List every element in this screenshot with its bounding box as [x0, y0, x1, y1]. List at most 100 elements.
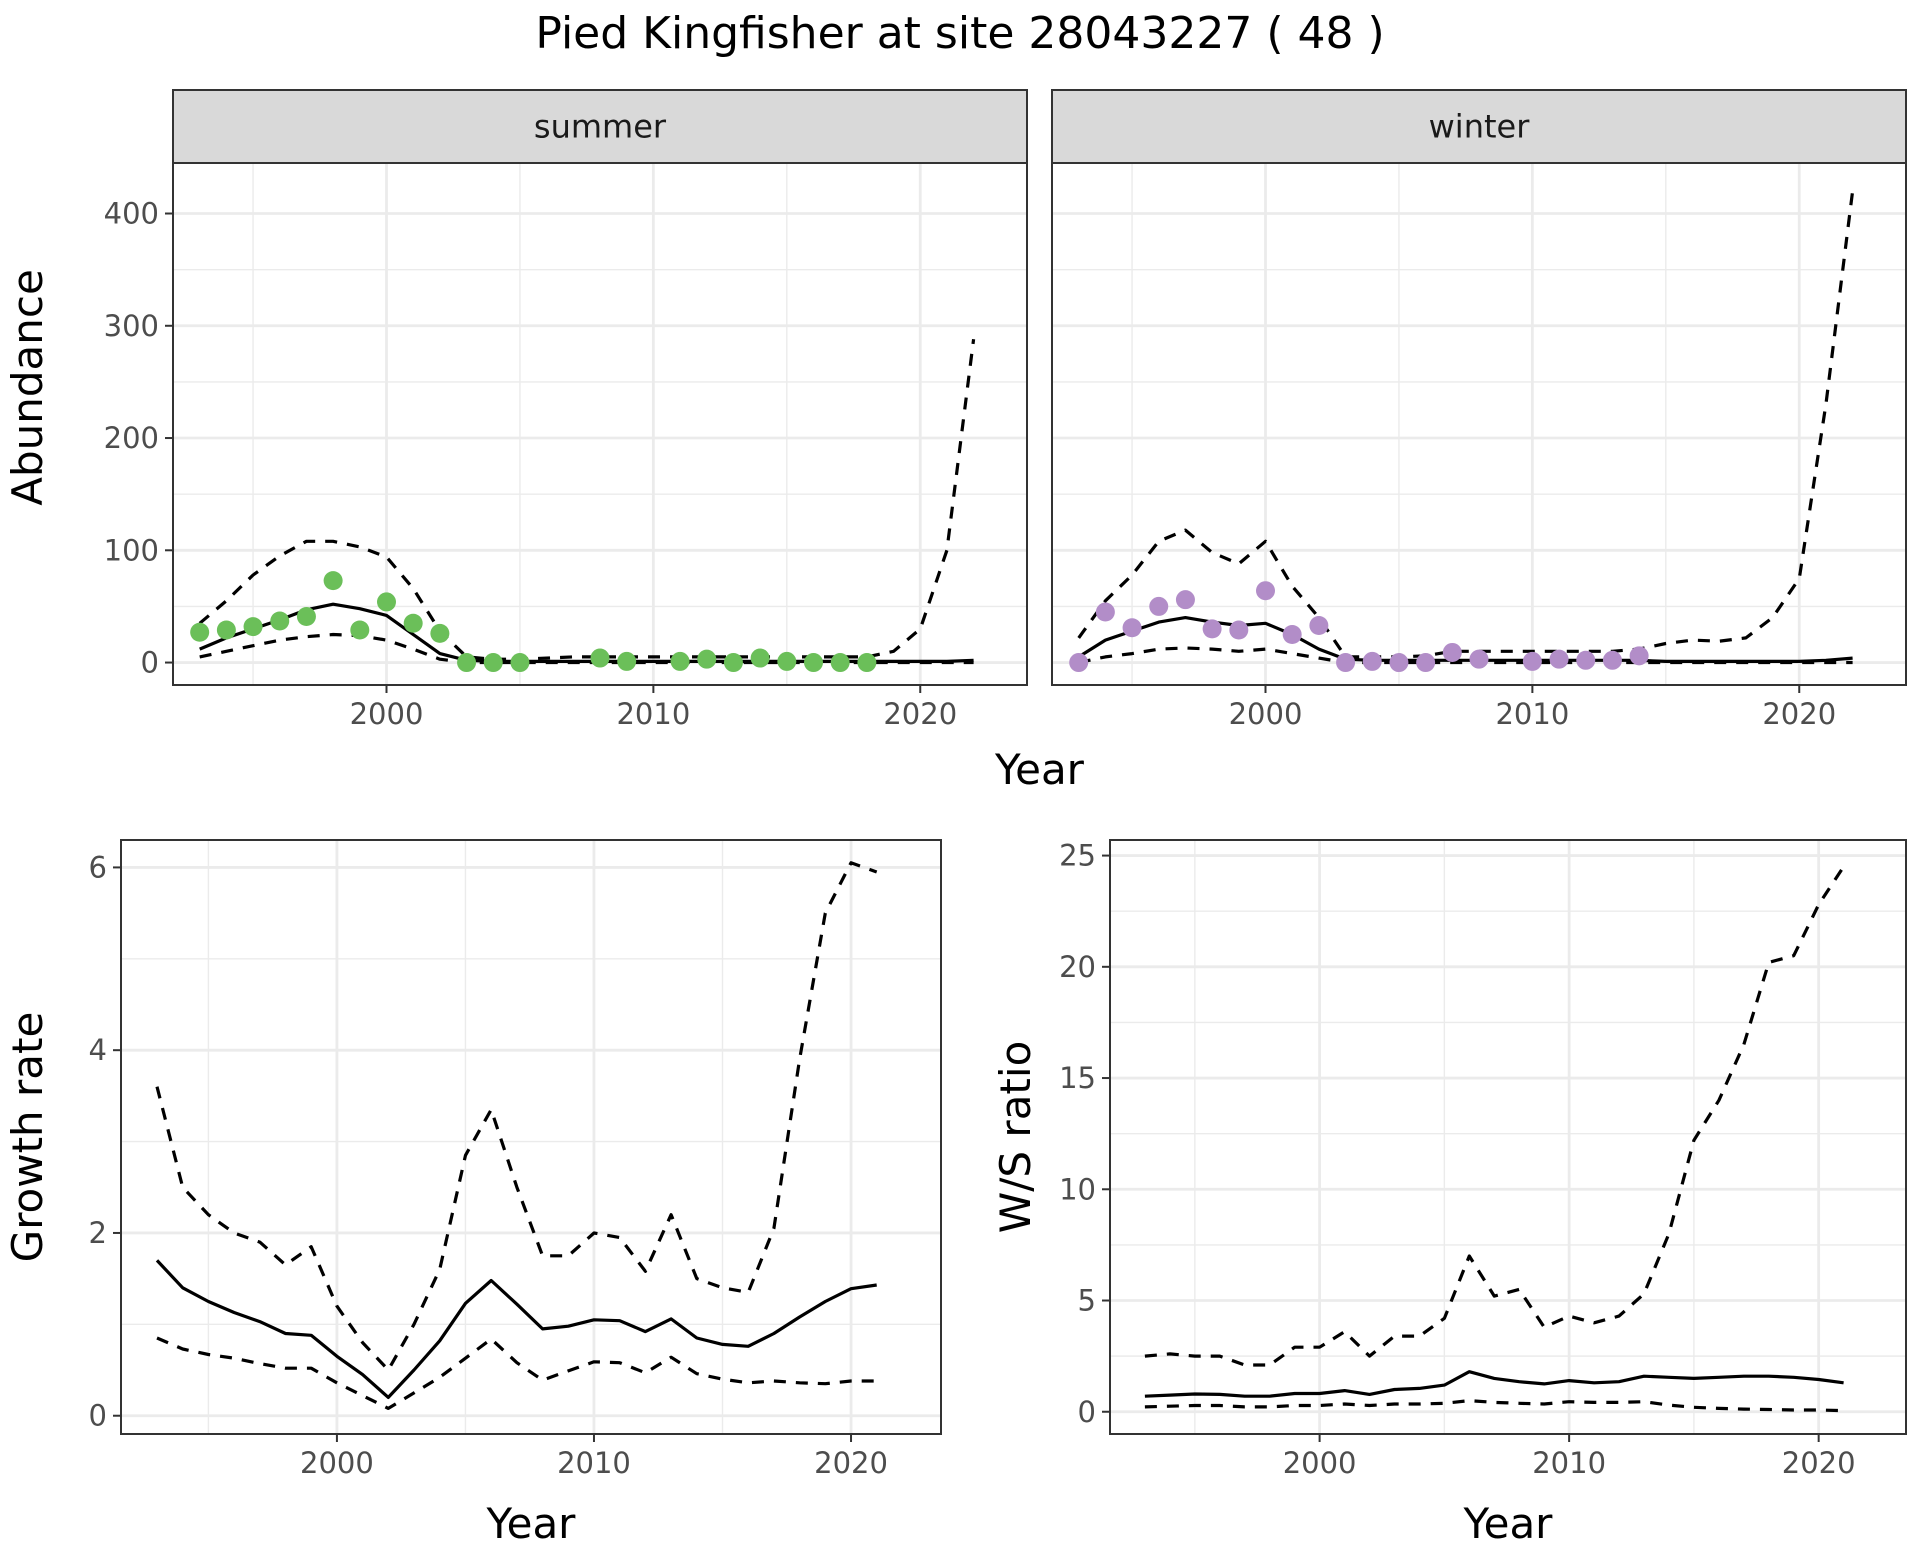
data-point	[1362, 651, 1382, 671]
y-axis-title: W/S ratio	[991, 1041, 1040, 1234]
y-tick-label: 5	[1078, 1284, 1096, 1318]
y-tick-label: 10	[1059, 1172, 1096, 1206]
series-line-solid	[1144, 1370, 1844, 1398]
data-point	[243, 617, 263, 637]
panel-1: winter 2000 2010 2020	[1051, 89, 1907, 731]
y-tick-label: 20	[1059, 950, 1096, 984]
data-point	[510, 653, 530, 673]
y-tick-label: 25	[1059, 839, 1096, 873]
y-tick-label: 0	[1078, 1395, 1096, 1429]
facet-strip	[172, 89, 1028, 164]
x-tick-label: 2010	[557, 1446, 631, 1480]
series-line-solid	[155, 1259, 877, 1399]
x-tick-label: 2020	[1782, 1446, 1856, 1480]
data-point	[723, 653, 743, 673]
data-point	[457, 653, 477, 673]
x-tick-label: 2000	[1283, 1446, 1357, 1480]
panel-background	[173, 163, 1027, 685]
x-tick-label: 2000	[350, 697, 424, 731]
data-point	[190, 622, 210, 642]
data-point	[1149, 596, 1169, 616]
y-tick-label: 300	[104, 309, 159, 343]
data-point	[1256, 581, 1275, 601]
panel-border	[120, 839, 942, 1435]
data-point	[1416, 653, 1436, 673]
y-tick-label: 400	[104, 197, 159, 231]
data-point	[750, 648, 770, 668]
x-tick-label: 2000	[1229, 697, 1303, 731]
y-tick-label: 15	[1059, 1061, 1096, 1095]
data-point	[1389, 653, 1409, 673]
data-point	[1095, 602, 1115, 622]
x-tick-label: 2010	[1495, 697, 1569, 731]
x-axis-title: Year	[1463, 1499, 1554, 1548]
panel-background	[121, 840, 941, 1434]
series-line-dashed	[155, 861, 878, 1372]
y-tick-label: 6	[89, 850, 107, 884]
data-point	[670, 651, 690, 671]
series-line-dashed	[1144, 1399, 1844, 1413]
panel-2: 2000 2010 2020 0 2 4 6 Growth rate Year	[3, 839, 942, 1548]
x-tick-label: 2020	[883, 697, 957, 731]
data-point	[830, 653, 850, 673]
panel-background	[1110, 840, 1906, 1434]
facet-strip-label: winter	[1429, 108, 1531, 146]
data-point	[857, 653, 877, 673]
data-point	[1522, 651, 1542, 671]
data-point	[323, 571, 343, 591]
data-point	[1309, 616, 1329, 636]
y-tick-label: 100	[104, 533, 159, 567]
x-tick-label: 2010	[1532, 1446, 1606, 1480]
data-point	[1202, 619, 1222, 639]
panel-border	[1109, 839, 1907, 1435]
data-point	[1175, 590, 1195, 610]
data-point	[430, 623, 450, 643]
x-axis-title-top: Year	[994, 745, 1085, 794]
x-tick-label: 2010	[616, 697, 690, 731]
series-line-dashed	[1078, 646, 1853, 665]
x-tick-label: 2020	[1762, 697, 1836, 731]
y-tick-label: 0	[141, 646, 159, 680]
series-line-dashed	[1144, 865, 1845, 1367]
data-point	[590, 648, 610, 668]
y-axis-title: Growth rate	[3, 1012, 52, 1263]
data-point	[804, 653, 823, 673]
facet-strip-label: summer	[534, 108, 667, 146]
data-point	[1602, 650, 1622, 670]
data-point	[1336, 653, 1356, 673]
series-line-dashed	[198, 338, 976, 661]
data-point	[1629, 646, 1649, 666]
data-point	[1576, 650, 1596, 670]
panel-3: 2000 2010 2020 0 5 10 15 20 25 W/S ratio Year	[991, 839, 1907, 1548]
facet-strip	[1051, 89, 1907, 164]
y-tick-label: 4	[89, 1033, 107, 1067]
data-point	[697, 649, 717, 669]
y-axis-title: Abundance	[3, 269, 52, 506]
data-point	[1122, 618, 1142, 638]
panel-0: summer 2000 2010 2020 0 100 200 300 400 Abundance	[3, 89, 1028, 731]
data-point	[403, 613, 423, 633]
data-point	[483, 653, 503, 673]
y-tick-label: 200	[104, 421, 159, 455]
data-point	[617, 651, 637, 671]
data-point	[296, 607, 316, 627]
data-point	[377, 592, 396, 612]
data-point	[777, 651, 797, 671]
data-point	[1549, 649, 1569, 669]
data-point	[1229, 620, 1249, 640]
page-title: Pied Kingfisher at site 28043227 ( 48 )	[535, 8, 1384, 59]
y-tick-label: 0	[89, 1399, 107, 1433]
data-point	[1282, 624, 1302, 644]
x-axis-title: Year	[486, 1499, 577, 1548]
data-point	[350, 620, 370, 640]
data-point	[216, 620, 236, 640]
series-line-dashed	[1077, 190, 1855, 659]
x-tick-label: 2000	[300, 1446, 374, 1480]
data-point	[1069, 653, 1089, 673]
series-line-dashed	[156, 1336, 877, 1410]
x-tick-label: 2020	[814, 1446, 888, 1480]
data-point	[270, 611, 290, 631]
data-point	[1442, 642, 1462, 662]
